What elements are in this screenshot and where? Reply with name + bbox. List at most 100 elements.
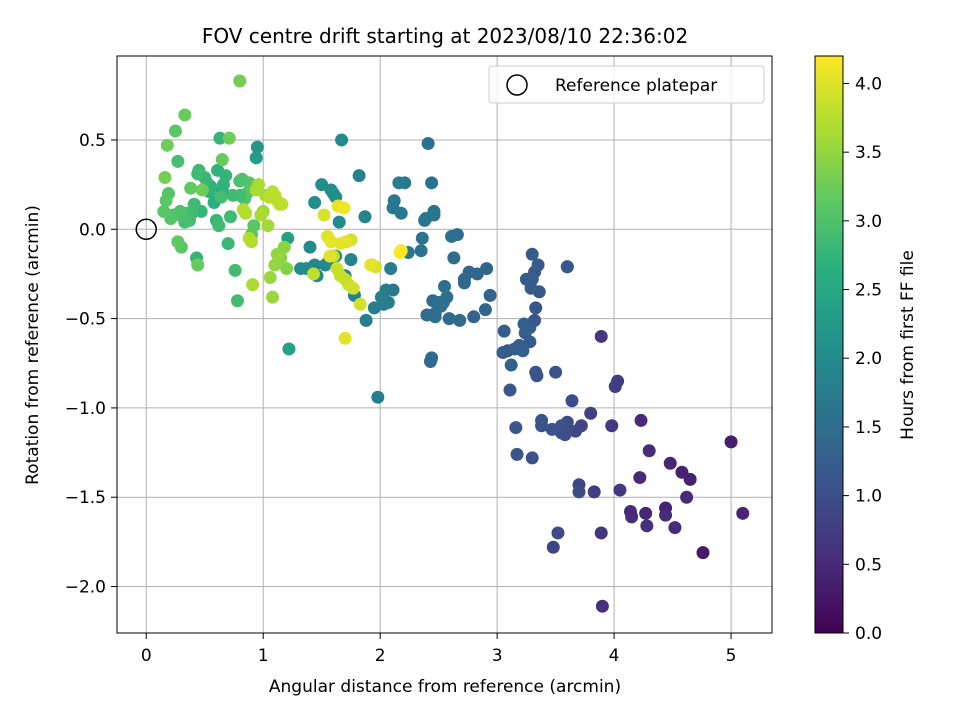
scatter-point <box>371 390 385 404</box>
scatter-point <box>215 153 229 167</box>
scatter-point <box>668 521 682 535</box>
scatter-point <box>633 471 647 485</box>
scatter-point <box>394 244 408 258</box>
legend-box <box>488 65 765 104</box>
plot-area <box>117 56 772 633</box>
scatter-point <box>353 297 367 311</box>
scatter-point <box>724 435 738 449</box>
scatter-point <box>275 197 289 211</box>
scatter-point <box>634 413 648 427</box>
scatter-point <box>158 170 172 184</box>
scatter-point <box>509 421 523 435</box>
y-tick-label: −0.5 <box>65 310 106 330</box>
scatter-point <box>246 278 260 292</box>
scatter-point <box>467 310 481 324</box>
colorbar: 0.0 0.5 1.0 1.5 2.0 2.5 3.0 3.5 4.0 Hours from f… <box>814 55 918 644</box>
scatter-point <box>529 365 543 379</box>
scatter-point <box>228 263 242 277</box>
colorbar-tick-label: 0.5 <box>855 555 882 575</box>
scatter-point <box>191 167 205 181</box>
scatter-point <box>315 178 329 192</box>
scatter-point <box>367 301 381 315</box>
scatter-point <box>496 346 510 360</box>
scatter-point <box>696 546 710 560</box>
scatter-points <box>157 74 750 613</box>
colorbar-label: Hours from first FF file <box>898 250 918 440</box>
scatter-point <box>247 219 261 233</box>
y-tick-label: 0.5 <box>79 131 106 151</box>
x-axis-ticks: 0 1 2 3 4 5 <box>141 633 736 666</box>
scatter-point <box>266 290 280 304</box>
scatter-point <box>171 154 185 168</box>
colorbar-tick-label: 1.5 <box>855 418 882 438</box>
scatter-point <box>531 258 545 272</box>
scatter-point <box>303 240 317 254</box>
reference-platepar-marker <box>135 218 157 241</box>
scatter-point <box>525 451 539 465</box>
scatter-point <box>332 215 346 229</box>
scatter-point <box>308 195 322 209</box>
scatter-point <box>447 251 461 265</box>
scatter-point <box>420 308 434 322</box>
legend: Reference platepar <box>488 65 765 104</box>
scatter-point <box>549 365 563 379</box>
y-axis-ticks: 0.5 0.0 −0.5 −1.0 −1.5 −2.0 <box>65 131 117 598</box>
colorbar-tick-label: 2.0 <box>855 349 882 369</box>
scatter-point <box>425 176 439 190</box>
scatter-point <box>352 169 366 183</box>
scatter-point <box>529 301 543 315</box>
scatter-point <box>344 253 358 267</box>
scatter-point <box>219 169 233 183</box>
scatter-point <box>346 281 360 295</box>
scatter-point <box>639 506 653 520</box>
scatter-point <box>191 258 205 272</box>
scatter-point <box>364 258 378 272</box>
scatter-point <box>323 249 337 263</box>
colorbar-tick-label: 0.0 <box>855 624 882 644</box>
colorbar-tick-label: 3.5 <box>855 143 882 163</box>
scatter-point <box>613 483 627 497</box>
scatter-point <box>608 379 622 393</box>
scatter-point <box>250 140 264 154</box>
scatter-point <box>359 313 373 327</box>
scatter-point <box>221 237 235 251</box>
y-tick-label: −2.0 <box>65 578 106 598</box>
scatter-point <box>233 74 247 88</box>
scatter-point <box>595 599 609 613</box>
scatter-point <box>680 490 694 504</box>
scatter-point <box>438 279 451 293</box>
scatter-point <box>418 213 432 227</box>
scatter-point <box>223 210 237 224</box>
scatter-point <box>159 194 173 208</box>
scatter-point <box>442 312 456 326</box>
scatter-point <box>594 526 608 540</box>
scatter-point <box>386 201 400 215</box>
scatter-point <box>594 329 608 343</box>
scatter-point <box>623 505 637 519</box>
scatter-point <box>423 354 437 368</box>
scatter-point <box>457 276 471 290</box>
scatter-point <box>384 262 398 276</box>
colorbar-tick-label: 3.0 <box>855 212 882 232</box>
scatter-point <box>222 131 236 145</box>
scatter-point <box>212 219 226 233</box>
scatter-point <box>294 262 308 276</box>
x-tick-label: 4 <box>609 646 620 666</box>
scatter-point <box>178 108 192 122</box>
scatter-point <box>171 235 185 249</box>
scatter-point <box>270 247 284 261</box>
scatter-point <box>415 231 429 245</box>
plot-frame <box>116 55 773 634</box>
colorbar-tick-label: 2.5 <box>855 281 882 301</box>
scatter-point <box>317 208 331 222</box>
scatter-point <box>642 444 656 458</box>
scatter-point <box>525 272 539 286</box>
scatter-point <box>213 131 227 145</box>
scatter-point <box>503 383 517 397</box>
x-tick-label: 3 <box>492 646 503 666</box>
scatter-point <box>263 271 277 285</box>
scatter-point <box>663 456 677 470</box>
scatter-point <box>525 247 539 261</box>
scatter-point <box>230 294 244 308</box>
scatter-point <box>374 290 388 304</box>
